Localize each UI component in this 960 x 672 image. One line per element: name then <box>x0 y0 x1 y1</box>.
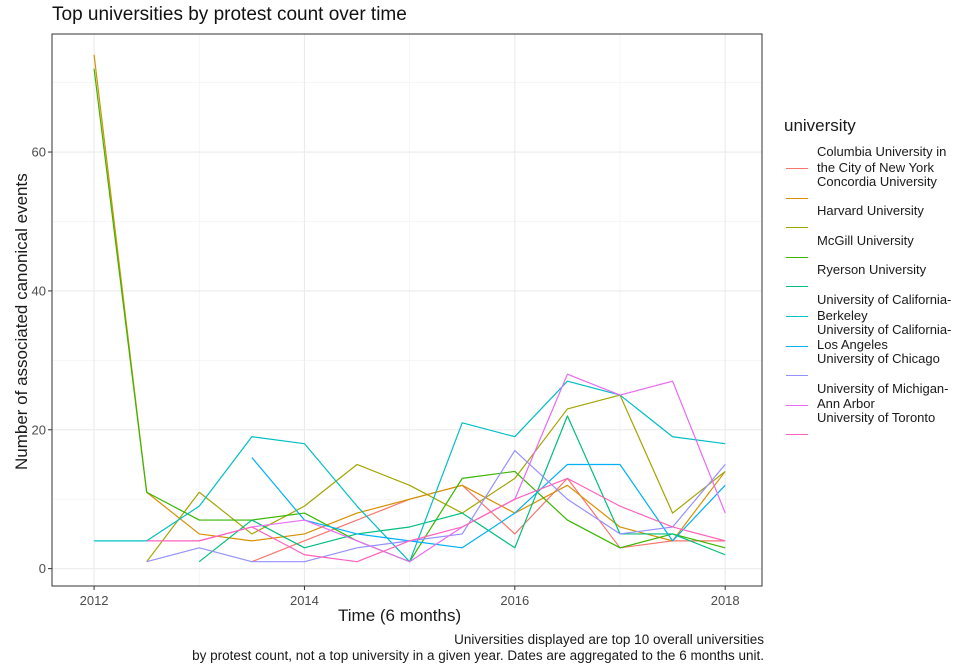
axis-ticks <box>48 151 726 590</box>
y-tick-label: 60 <box>32 145 46 160</box>
caption-line-2: by protest count, not a top university i… <box>192 648 764 663</box>
grid-major <box>52 34 762 586</box>
x-tick-label: 2018 <box>711 593 740 608</box>
tick-labels: 2012 2014 2016 2018 0 20 40 60 <box>32 145 740 608</box>
grid-minor <box>52 34 762 586</box>
series-line-1 <box>93 54 726 542</box>
y-tick-label: 40 <box>32 283 46 298</box>
legend-title: university <box>784 116 856 135</box>
legend-key-5 <box>786 315 808 317</box>
panel-border <box>51 33 763 587</box>
legend-label-8: University of Michigan-Ann Arbor <box>817 380 949 412</box>
legend-item: Ryerson University <box>784 262 960 292</box>
legend-label-5: University of California-Berkeley <box>817 291 952 323</box>
legend-item: University of Chicago <box>784 351 960 381</box>
legend-label-1: Concordia University <box>817 173 937 189</box>
x-tick-label: 2016 <box>500 593 529 608</box>
series-line-7 <box>146 450 726 563</box>
legend-label-9: University of Toronto <box>817 410 936 426</box>
chart-title: Top universities by protest count over t… <box>52 4 407 25</box>
series-line-6 <box>251 457 726 549</box>
x-axis-label: Time (6 months) <box>338 606 462 625</box>
legend-label-2: Harvard University <box>817 203 924 219</box>
legend-item: University of Toronto <box>784 410 960 440</box>
legend-key-6 <box>786 345 808 347</box>
x-tick-label: 2014 <box>290 593 319 608</box>
legend-key-9 <box>786 434 808 436</box>
legend-item: Concordia University <box>784 174 960 204</box>
legend-label-0: Columbia University in the City of New Y… <box>817 144 947 175</box>
legend-label-6: University of California-Los Angeles <box>817 321 952 353</box>
legend-item: University of California-Berkeley <box>784 291 960 323</box>
legend-key-7 <box>786 375 808 377</box>
legend-key-4 <box>786 286 808 288</box>
y-tick-label: 0 <box>39 561 46 576</box>
y-tick-label: 20 <box>32 422 46 437</box>
series-line-9 <box>146 477 726 563</box>
y-axis-label: Number of associated canonical events <box>12 173 31 470</box>
legend-items: Columbia University in the City of New Y… <box>784 144 960 440</box>
legend-key-2 <box>786 227 808 229</box>
series-lines <box>93 54 726 563</box>
legend-item: McGill University <box>784 233 960 263</box>
series-line-4 <box>198 415 726 563</box>
chart-caption: Universities displayed are top 10 overal… <box>192 632 764 664</box>
legend-item: University of California-Los Angeles <box>784 322 960 352</box>
legend-label-4: Ryerson University <box>817 262 927 278</box>
caption-line-1: Universities displayed are top 10 overal… <box>454 632 764 647</box>
legend-key-3 <box>786 256 808 258</box>
legend: university Columbia University in the Ci… <box>784 116 960 440</box>
legend-item: University of Michigan-Ann Arbor <box>784 381 960 411</box>
legend-key-0 <box>786 168 808 169</box>
legend-key-8 <box>786 404 808 406</box>
legend-key-1 <box>786 197 808 199</box>
x-tick-label: 2012 <box>80 593 109 608</box>
legend-item: Columbia University in the City of New Y… <box>784 144 960 175</box>
legend-label-3: McGill University <box>817 232 914 248</box>
legend-label-7: University of Chicago <box>817 351 940 367</box>
legend-item: Harvard University <box>784 203 960 233</box>
series-line-2 <box>146 394 726 563</box>
